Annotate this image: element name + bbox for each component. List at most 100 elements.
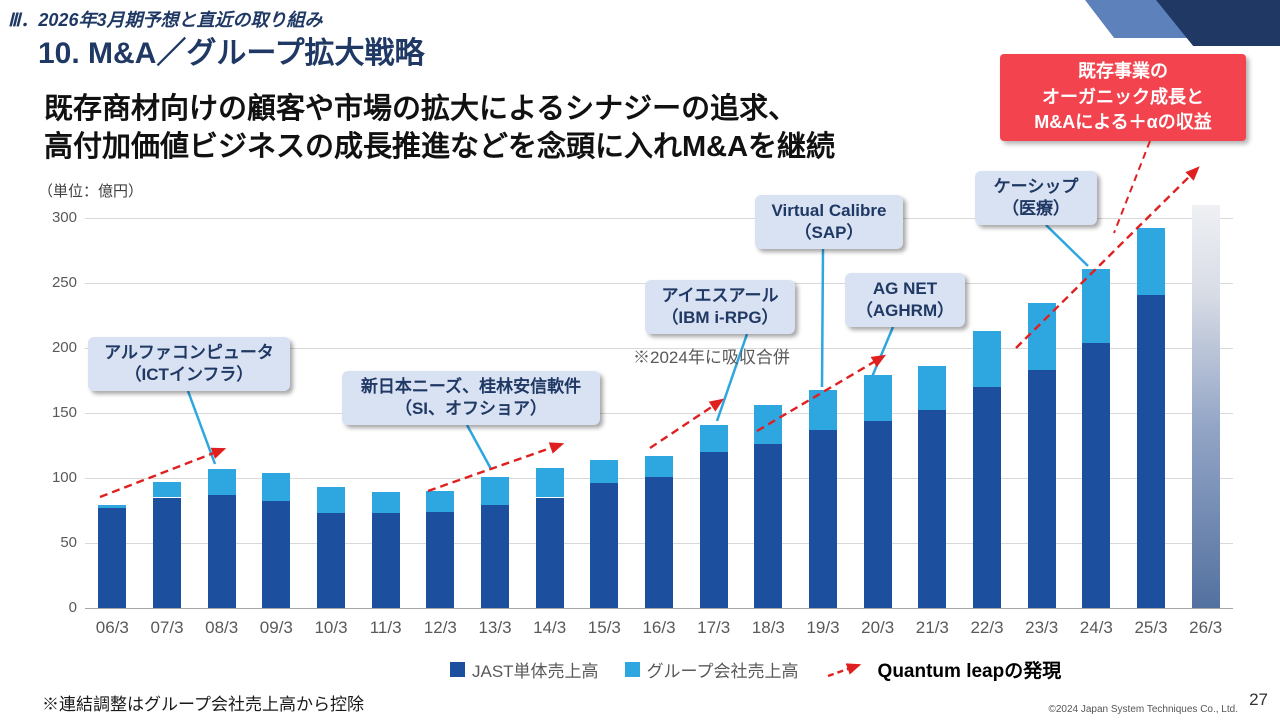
bar-19-3-jast [809, 429, 837, 608]
gridline-200 [85, 348, 1233, 349]
highlight-line2: オーガニック成長と [1042, 86, 1204, 107]
bar-09-3-group [262, 472, 291, 502]
bar-11-3-jast [371, 513, 400, 608]
key-message-line2: 高付加価値ビジネスの成長推進などを念頭に入れM&Aを継続 [44, 131, 836, 164]
x-axis-label-26-3: 26/3 [1189, 618, 1223, 637]
x-axis-label-20-3: 20/3 [861, 618, 895, 637]
key-message-line1: 既存商材向けの顧客や市場の拡大によるシナジーの追求、 [44, 93, 798, 125]
x-axis-label-08-3: 08/3 [205, 618, 239, 637]
x-axis-label-06-3: 06/3 [95, 618, 129, 637]
bar-08-3-jast [207, 494, 236, 608]
bar-21-3-jast [918, 410, 947, 608]
x-axis-label-17-3: 17/3 [697, 618, 731, 637]
highlight-callout: 既存事業の オーガニック成長と M&Aによる＋αの収益 [1000, 54, 1246, 141]
merger-note: ※2024年に吸収合併 [633, 348, 790, 367]
bar-10-3-group [317, 487, 345, 514]
y-axis-label-100: 100 [51, 469, 77, 486]
x-axis-label-13-3: 13/3 [478, 618, 512, 637]
chart-legend: JAST単体売上高 グループ会社売上高 Quantum leapの発現 [450, 656, 1061, 683]
annotation-ag-net: AG NET （AGHRM） [845, 273, 965, 328]
x-axis-label-21-3: 21/3 [915, 618, 949, 637]
bar-24-3-jast [1082, 342, 1111, 608]
x-axis-label-18-3: 18/3 [751, 618, 785, 637]
quantum-leap-label: Quantum leapの発現 [877, 661, 1062, 682]
section-header: Ⅲ．2026年3月期予想と直近の取り組み [8, 10, 323, 30]
bar-07-3-group [153, 481, 181, 498]
x-axis-label-25-3: 25/3 [1134, 618, 1168, 637]
y-axis-label-250: 250 [51, 274, 77, 291]
x-axis-label-22-3: 22/3 [970, 618, 1004, 637]
footnote: ※連結調整はグループ会社売上高から控除 [42, 695, 364, 714]
bar-25-3-jast [1137, 294, 1165, 608]
legend-item-jast: JAST単体売上高 [450, 657, 599, 682]
bar-23-3-jast [1027, 370, 1056, 608]
page-title: 10. M&A／グループ拡大戦略 [38, 37, 425, 70]
page-number: 27 [1249, 690, 1268, 709]
bar-24-3-group [1082, 268, 1111, 343]
x-axis-label-14-3: 14/3 [533, 618, 567, 637]
gridline-300 [85, 218, 1233, 219]
legend-swatch-jast [450, 662, 465, 677]
bar-22-3-group [973, 331, 1001, 387]
copyright: ©2024 Japan System Techniques Co., Ltd. [1048, 704, 1238, 715]
legend-swatch-group [624, 662, 640, 677]
bar-20-3-jast [863, 420, 892, 608]
gridline-0 [85, 608, 1233, 609]
y-axis-label-300: 300 [51, 209, 77, 226]
bar-12-3-group [426, 491, 455, 512]
x-axis-label-19-3: 19/3 [806, 618, 840, 637]
bar-15-3-jast [590, 483, 619, 608]
bar-19-3-group [809, 389, 837, 430]
gridline-150 [85, 413, 1233, 414]
highlight-line1: 既存事業の [1078, 61, 1168, 81]
bar-09-3-jast [262, 501, 291, 608]
y-axis-label-150: 150 [51, 404, 77, 421]
bar-06-3-group [98, 505, 127, 508]
bar-26-3-forecast [1191, 205, 1220, 608]
x-axis-label-09-3: 09/3 [259, 618, 293, 637]
x-axis-label-24-3: 24/3 [1079, 618, 1113, 637]
bar-14-3-jast [535, 497, 564, 608]
highlight-line3: M&Aによる＋αの収益 [1034, 112, 1212, 133]
quantum-leap-arrow-icon [827, 662, 861, 677]
bar-08-3-group [207, 468, 236, 495]
bar-20-3-group [863, 375, 892, 421]
axis-unit-label: （単位：億円） [38, 183, 144, 200]
bar-07-3-jast [153, 497, 181, 608]
bar-06-3-jast [98, 507, 127, 608]
bar-13-3-jast [481, 505, 509, 608]
y-axis-label-0: 0 [68, 599, 77, 616]
bar-25-3-group [1137, 228, 1165, 295]
legend-item-quantum-leap: Quantum leapの発現 [825, 656, 1062, 683]
x-axis-label-12-3: 12/3 [423, 618, 457, 637]
annotation-isr: アイエスアール （IBM i-RPG） [645, 280, 795, 335]
bar-18-3-jast [754, 444, 783, 608]
stacked-bar-chart: 0 50 100 150 200 250 300 06/3 07/3 08/3 09/3 10/3 11… [52, 205, 1233, 637]
bar-17-3-group [699, 424, 728, 452]
legend-label-jast: JAST単体売上高 [472, 662, 599, 681]
x-axis-label-16-3: 16/3 [642, 618, 676, 637]
legend-item-group: グループ会社売上高 [624, 657, 799, 682]
x-axis-label-15-3: 15/3 [587, 618, 621, 637]
x-axis-label-10-3: 10/3 [314, 618, 348, 637]
bar-16-3-group [645, 455, 673, 477]
annotation-k-ship: ケーシップ （医療） [975, 171, 1097, 226]
y-axis-label-200: 200 [51, 339, 77, 356]
bar-10-3-jast [317, 513, 345, 608]
bar-23-3-group [1027, 302, 1056, 371]
bar-21-3-group [918, 366, 947, 411]
legend-label-group: グループ会社売上高 [646, 662, 799, 681]
annotation-shin-nihon-needs: 新日本ニーズ、桂林安信軟件 （SI、オフショア） [342, 371, 600, 426]
bar-13-3-group [481, 476, 509, 506]
key-message: 既存商材向けの顧客や市場の拡大によるシナジーの追求、 高付加価値ビジネスの成長推… [44, 90, 835, 167]
x-axis-label-07-3: 07/3 [150, 618, 184, 637]
y-axis-label-50: 50 [60, 534, 77, 551]
bar-12-3-jast [426, 511, 455, 608]
bar-14-3-group [535, 467, 564, 498]
x-axis-label-23-3: 23/3 [1025, 618, 1059, 637]
bar-17-3-jast [699, 452, 728, 608]
x-axis-label-11-3: 11/3 [369, 618, 402, 637]
bar-16-3-jast [645, 476, 673, 608]
annotation-virtual-calibre: Virtual Calibre （SAP） [755, 195, 903, 250]
